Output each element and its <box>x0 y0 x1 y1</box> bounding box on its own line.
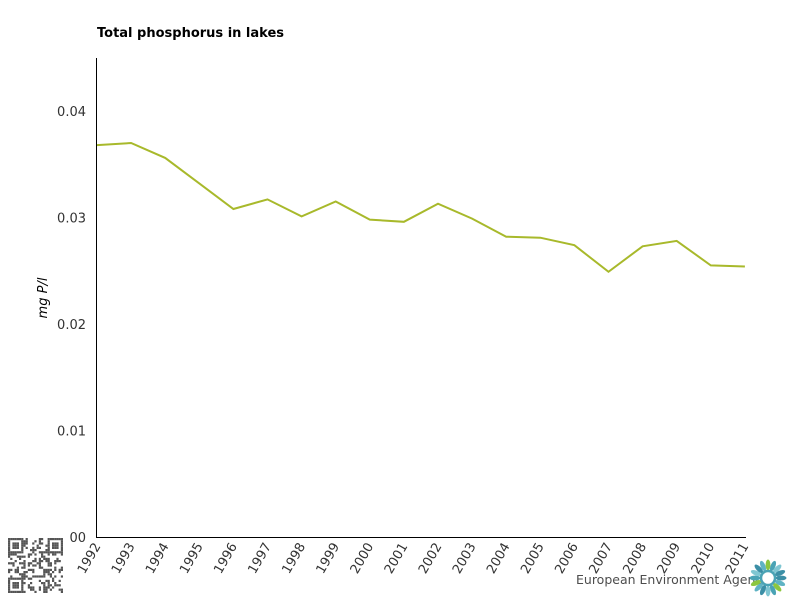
y-tick-label: 0.03 <box>57 212 86 227</box>
x-tick-label: 1998 <box>280 541 310 577</box>
x-tick-label: 1996 <box>211 541 241 577</box>
series-group <box>96 141 745 274</box>
x-tick-label: 1995 <box>177 541 207 577</box>
x-tick-label: 1999 <box>314 541 344 577</box>
x-tick-label: 1994 <box>143 541 173 577</box>
x-tick-label: 2004 <box>484 541 514 577</box>
y-tick-label: 0.04 <box>57 105 86 120</box>
y-axis-label: mg P/l <box>36 277 51 318</box>
x-tick-label: 2003 <box>450 541 480 577</box>
x-tick-label: 1993 <box>109 541 139 577</box>
x-tick-label: 2005 <box>518 541 548 577</box>
y-tick-labels: 00 0.01 0.02 0.03 0.04 <box>57 105 86 546</box>
y-tick-label: 0.02 <box>57 318 86 333</box>
qr-code-icon <box>8 538 63 593</box>
x-tick-label: 2001 <box>382 541 412 577</box>
x-tick-label: 2002 <box>416 541 446 577</box>
eea-sun-logo-icon <box>749 559 787 597</box>
chart-title: Total phosphorus in lakes <box>97 26 284 41</box>
x-tick-label: 1997 <box>245 541 275 577</box>
series-line <box>96 141 745 274</box>
y-tick-label: 00 <box>69 531 86 546</box>
agency-name: European Environment Agency <box>576 572 770 587</box>
x-tick-label: 2000 <box>348 541 378 577</box>
y-tick-label: 0.01 <box>57 425 86 440</box>
